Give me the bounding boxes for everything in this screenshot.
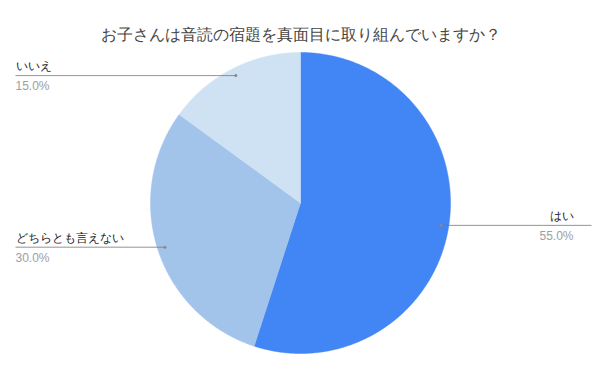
svg-text:お子さんは音読の宿題を真面目に取り組んでいますか？: お子さんは音読の宿題を真面目に取り組んでいますか？	[101, 26, 501, 43]
svg-text:30.0%: 30.0%	[16, 251, 50, 265]
svg-text:いいえ: いいえ	[16, 59, 52, 73]
svg-text:どちらとも言えない: どちらとも言えない	[16, 231, 124, 245]
svg-text:15.0%: 15.0%	[16, 79, 50, 93]
svg-text:はい: はい	[550, 209, 574, 223]
svg-text:55.0%: 55.0%	[539, 229, 573, 243]
